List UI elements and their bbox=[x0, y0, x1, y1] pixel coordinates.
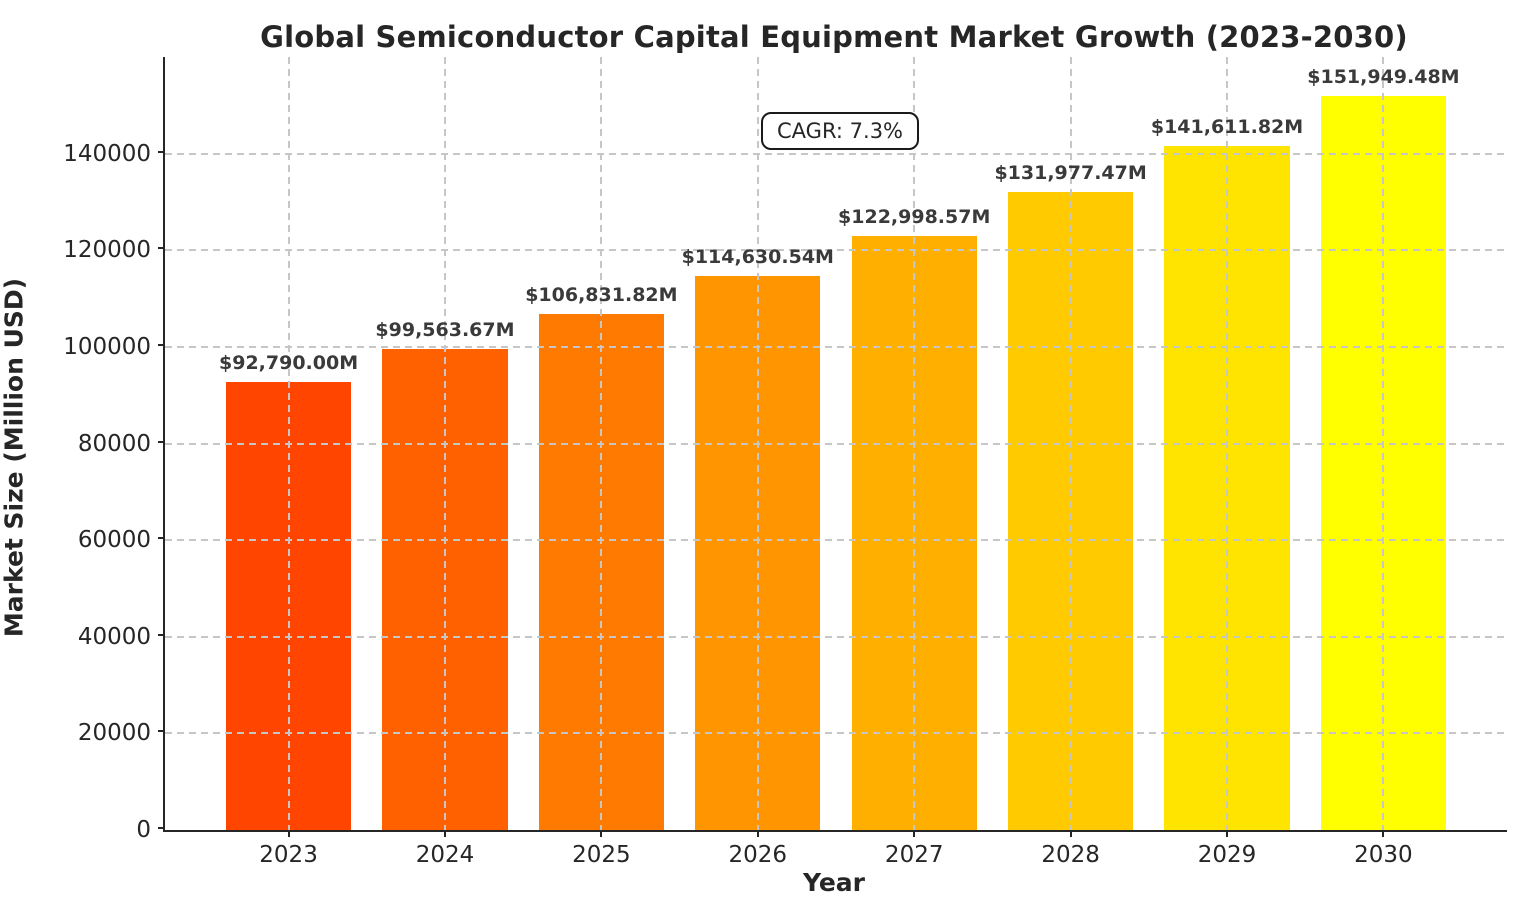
y-tick-mark-0 bbox=[158, 827, 165, 829]
bar-value-label-2027: $122,998.57M bbox=[838, 205, 991, 228]
x-tick-label-2024: 2024 bbox=[415, 842, 475, 868]
y-tick-label-20000: 20000 bbox=[77, 720, 151, 747]
bar-value-label-2028: $131,977.47M bbox=[994, 162, 1147, 185]
x-tick-mark-2030 bbox=[1382, 830, 1385, 837]
horizontal-gridline-120000 bbox=[165, 249, 1507, 252]
x-tick-mark-2028 bbox=[1069, 830, 1072, 837]
bar-value-label-2025: $106,831.82M bbox=[525, 283, 678, 306]
horizontal-gridline-140000 bbox=[165, 152, 1507, 155]
x-tick-mark-2027 bbox=[913, 830, 916, 837]
bar-value-label-2029: $141,611.82M bbox=[1150, 115, 1304, 138]
y-tick-label-100000: 100000 bbox=[63, 333, 151, 360]
x-tick-mark-2029 bbox=[1226, 830, 1229, 837]
bar-value-label-2023: $92,790.00M bbox=[219, 351, 359, 374]
y-tick-label-140000: 140000 bbox=[63, 140, 151, 167]
y-tick-mark-80000 bbox=[158, 440, 165, 443]
y-tick-label-60000: 60000 bbox=[77, 527, 151, 554]
y-axis-label-text: Market Size (Million USD) bbox=[0, 277, 29, 638]
x-tick-label-2030: 2030 bbox=[1354, 842, 1413, 868]
x-axis-label: Year bbox=[803, 868, 865, 897]
chart-title: Global Semiconductor Capital Equipment M… bbox=[260, 20, 1408, 54]
bar-value-label-2024: $99,563.67M bbox=[375, 318, 515, 341]
y-tick-mark-20000 bbox=[158, 730, 165, 733]
y-tick-mark-100000 bbox=[158, 343, 165, 346]
x-tick-mark-2025 bbox=[600, 830, 603, 837]
x-tick-mark-2024 bbox=[443, 830, 446, 837]
horizontal-gridline-100000 bbox=[165, 345, 1507, 348]
plot-area: CAGR: 7.3% $92,790.00M 2023 $99,563.67M 202… bbox=[63, 57, 1507, 868]
x-tick-mark-2023 bbox=[287, 830, 290, 837]
horizontal-gridline-40000 bbox=[165, 635, 1507, 638]
x-tick-label-2027: 2027 bbox=[884, 842, 944, 868]
x-tick-label-2023: 2023 bbox=[259, 842, 318, 868]
y-tick-mark-40000 bbox=[158, 633, 165, 636]
x-tick-label-2028: 2028 bbox=[1041, 842, 1100, 868]
x-tick-mark-2026 bbox=[756, 830, 759, 837]
y-tick-label-40000: 40000 bbox=[77, 623, 151, 650]
y-tick-mark-60000 bbox=[158, 537, 165, 540]
x-tick-label-2026: 2026 bbox=[728, 842, 788, 868]
bar-value-label-2026: $114,630.54M bbox=[681, 246, 834, 269]
y-tick-label-80000: 80000 bbox=[77, 430, 151, 457]
bar-value-label-2030: $151,949.48M bbox=[1307, 65, 1460, 88]
horizontal-gridline-20000 bbox=[165, 732, 1507, 735]
cagr-annotation: CAGR: 7.3% bbox=[761, 112, 920, 150]
horizontal-gridline-60000 bbox=[165, 539, 1507, 542]
y-tick-label-120000: 120000 bbox=[63, 237, 151, 264]
y-tick-mark-120000 bbox=[158, 247, 165, 250]
horizontal-gridline-80000 bbox=[165, 442, 1507, 445]
y-axis-label: Market Size (Million USD) bbox=[0, 98, 29, 637]
y-tick-mark-140000 bbox=[158, 150, 165, 153]
y-tick-label-0: 0 bbox=[136, 817, 151, 843]
x-tick-label-2025: 2025 bbox=[572, 842, 631, 868]
x-tick-label-2029: 2029 bbox=[1197, 842, 1257, 868]
